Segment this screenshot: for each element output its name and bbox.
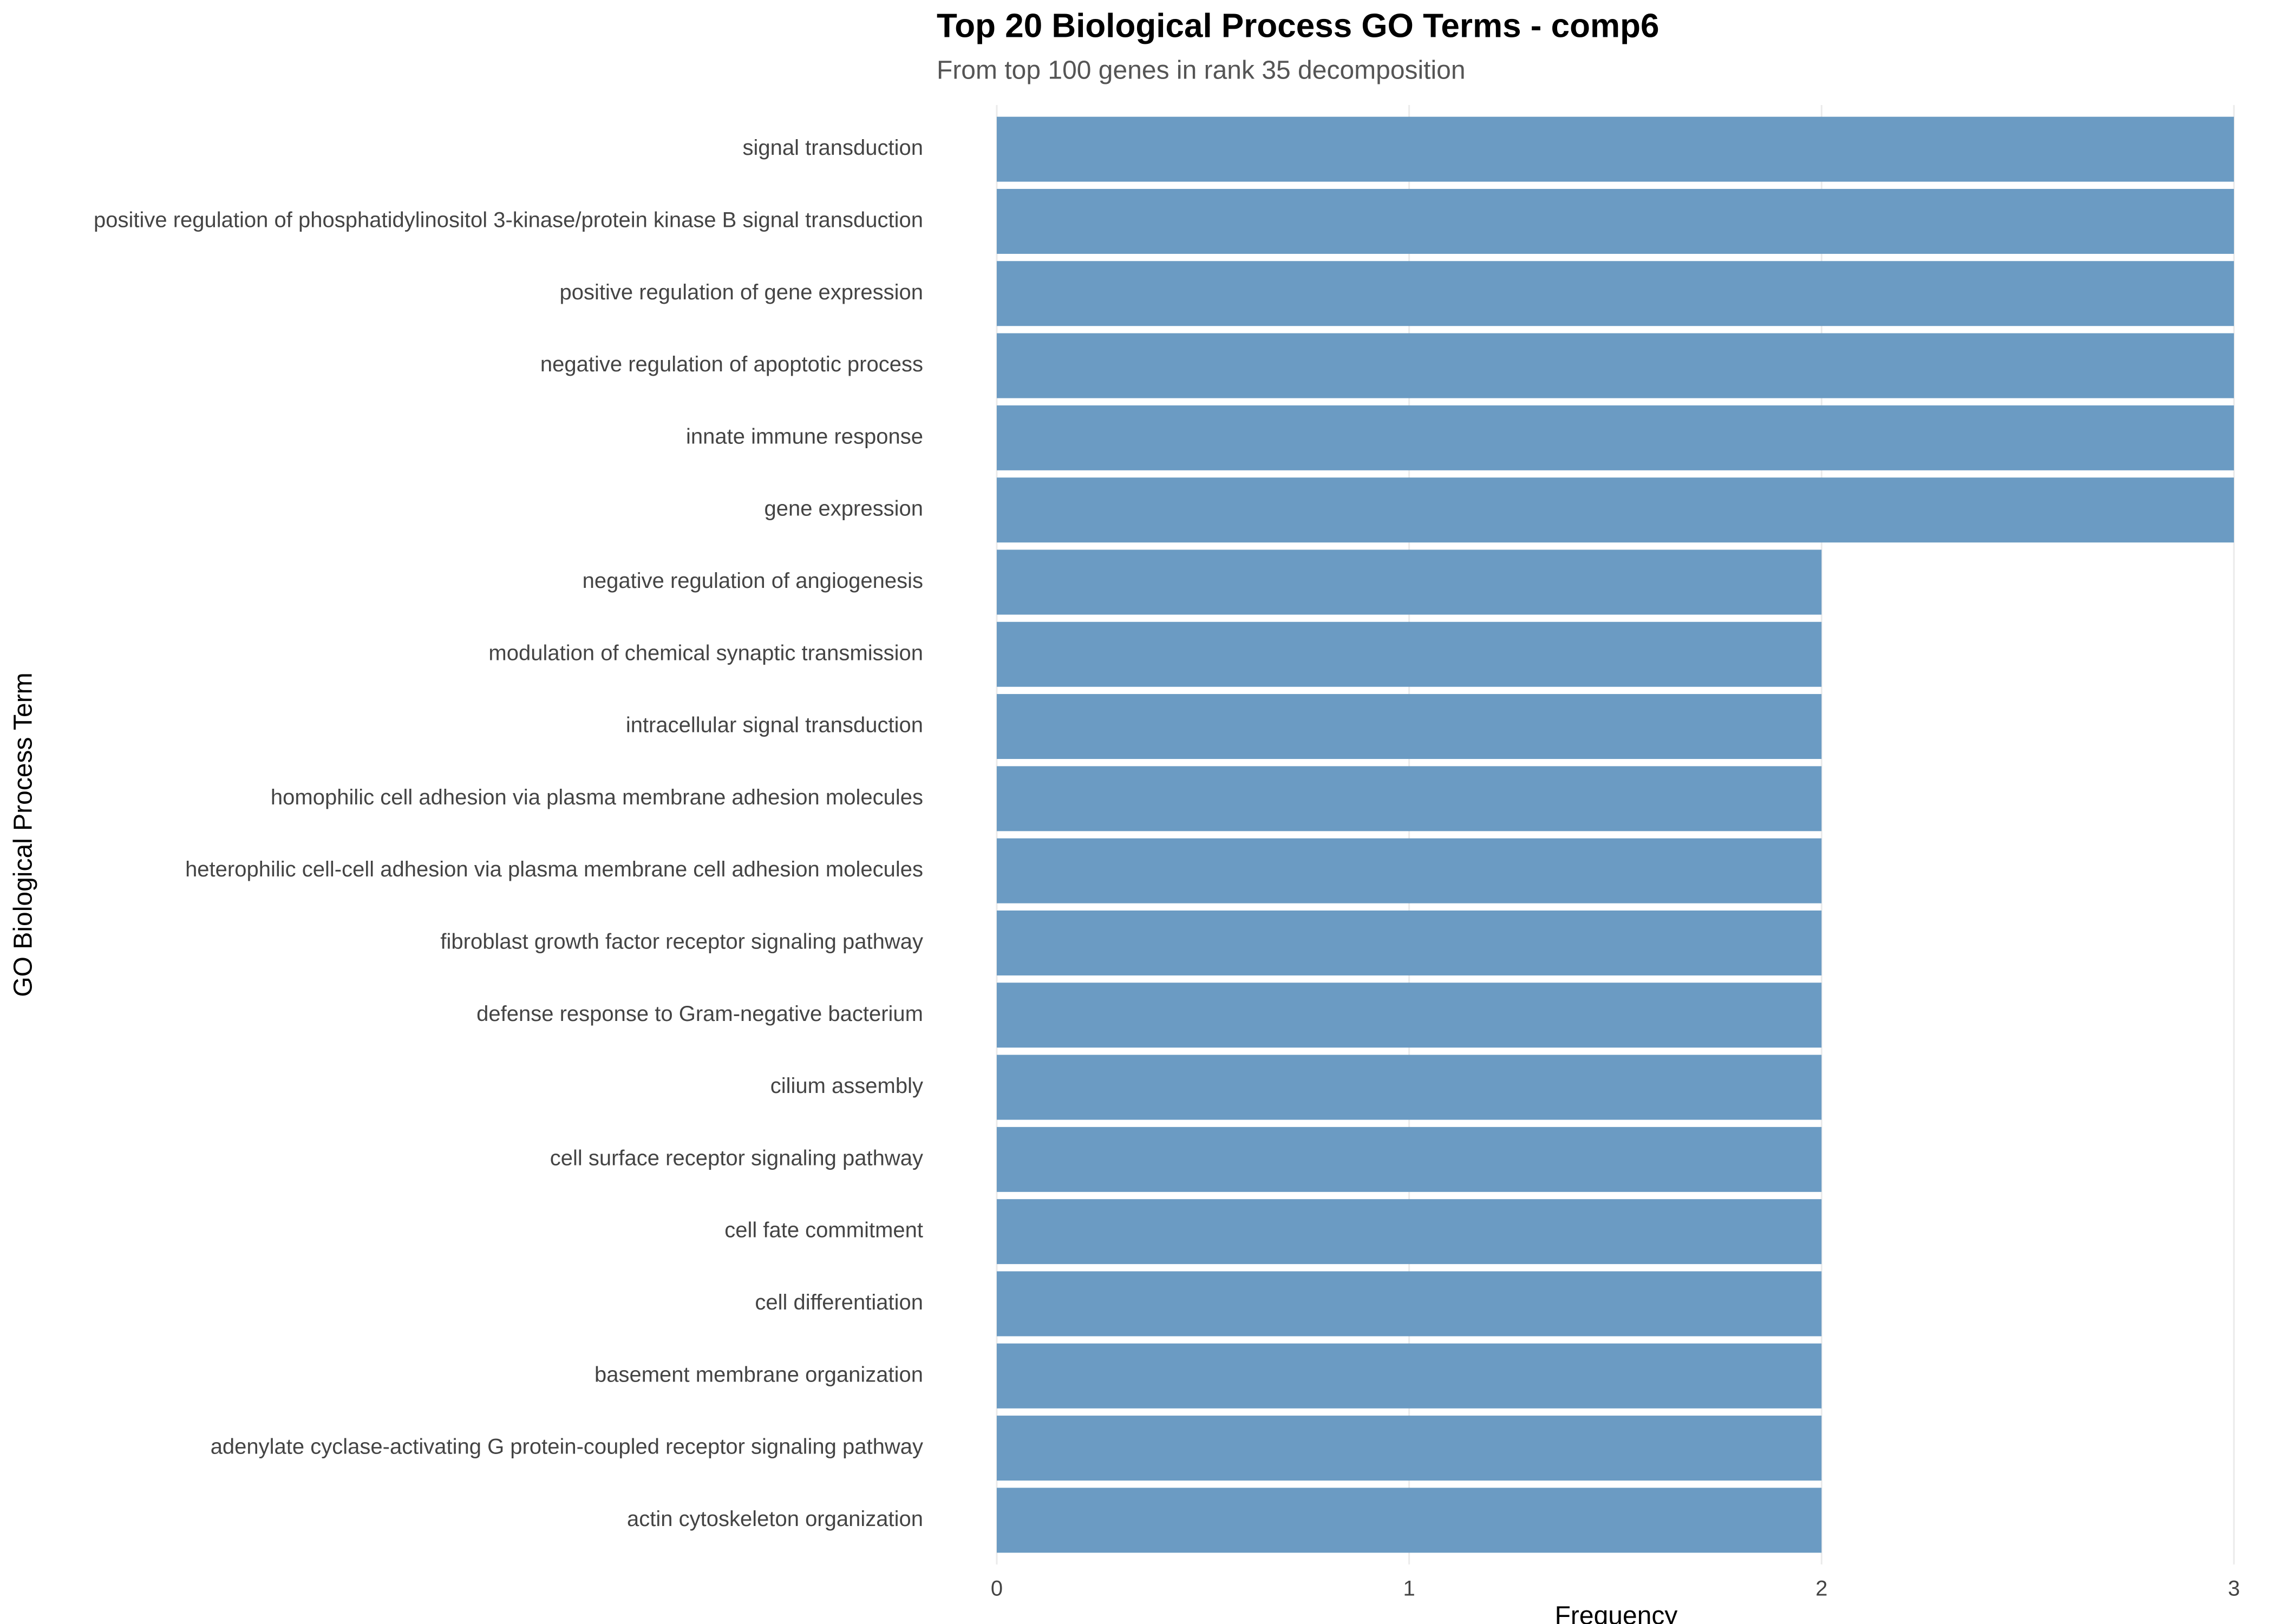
y-tick-label: gene expression: [764, 497, 923, 521]
y-tick-label: negative regulation of apoptotic process: [540, 352, 923, 376]
x-tick-label: 2: [1815, 1577, 1827, 1601]
y-tick-label: cell surface receptor signaling pathway: [550, 1146, 923, 1170]
y-axis-title: GO Biological Process Term: [9, 672, 38, 997]
x-tick-label: 3: [2228, 1577, 2240, 1601]
bar: [997, 333, 2234, 398]
x-tick-label: 0: [991, 1577, 1003, 1601]
bar: [997, 621, 1822, 687]
bar: [997, 694, 1822, 759]
bar: [997, 1199, 1822, 1265]
x-tick-label: 1: [1403, 1577, 1415, 1601]
y-tick-label: defense response to Gram-negative bacter…: [476, 1002, 923, 1026]
y-tick-label: actin cytoskeleton organization: [627, 1507, 923, 1531]
bar: [997, 1127, 1822, 1192]
bar: [997, 116, 2234, 182]
y-tick-label: adenylate cyclase-activating G protein-c…: [211, 1435, 923, 1459]
bar: [997, 1488, 1822, 1553]
y-tick-label: cell fate commitment: [724, 1219, 923, 1242]
bar: [997, 766, 1822, 831]
y-tick-label: intracellular signal transduction: [626, 713, 923, 737]
bar: [997, 1055, 1822, 1120]
chart-title: Top 20 Biological Process GO Terms - com…: [937, 7, 1659, 44]
y-tick-label: cilium assembly: [770, 1074, 923, 1098]
bar: [997, 1271, 1822, 1337]
bar: [997, 405, 2234, 470]
y-tick-label: signal transduction: [742, 136, 923, 160]
bar: [997, 477, 2234, 543]
bar: [997, 549, 1822, 615]
bar: [997, 188, 2234, 254]
chart-subtitle: From top 100 genes in rank 35 decomposit…: [937, 56, 1466, 85]
x-axis-title: Frequency: [1555, 1602, 1678, 1624]
y-tick-label: innate immune response: [686, 424, 923, 448]
bar: [997, 261, 2234, 326]
y-tick-label: heterophilic cell-cell adhesion via plas…: [185, 857, 923, 881]
y-tick-label: fibroblast growth factor receptor signal…: [440, 930, 923, 954]
bar: [997, 1416, 1822, 1481]
bar: [997, 910, 1822, 975]
y-tick-label: basement membrane organization: [594, 1363, 923, 1386]
y-tick-label: positive regulation of gene expression: [559, 280, 923, 304]
y-tick-label: positive regulation of phosphatidylinosi…: [94, 208, 923, 232]
y-tick-label: cell differentiation: [755, 1291, 923, 1314]
bar: [997, 838, 1822, 903]
y-tick-label: homophilic cell adhesion via plasma memb…: [271, 785, 923, 809]
bar: [997, 983, 1822, 1048]
bar: [997, 1343, 1822, 1409]
y-tick-label: modulation of chemical synaptic transmis…: [488, 641, 923, 665]
y-tick-label: negative regulation of angiogenesis: [583, 569, 923, 593]
